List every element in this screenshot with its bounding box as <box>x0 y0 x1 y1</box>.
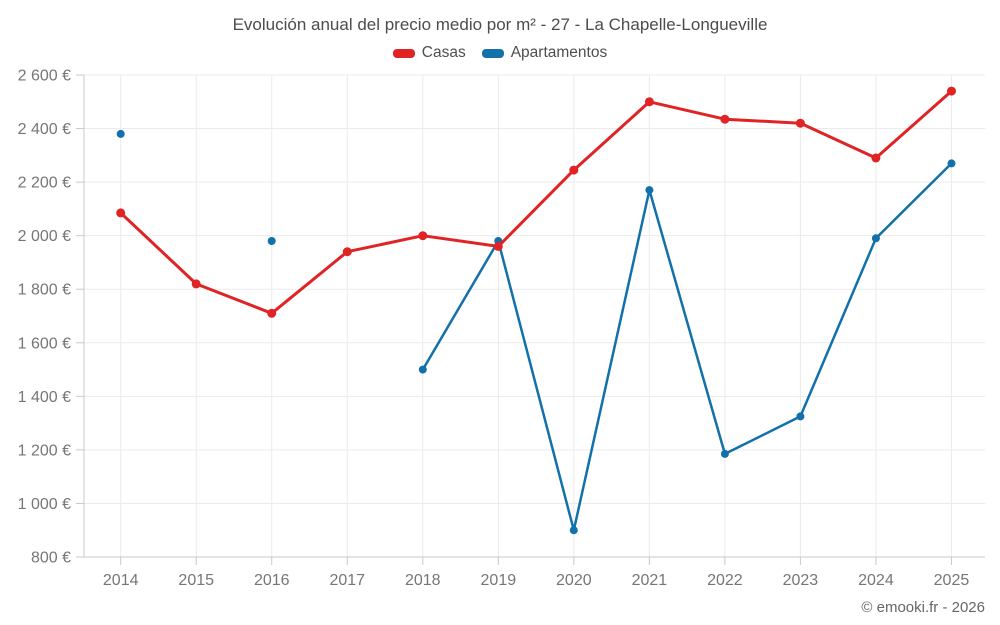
series-apartamentos-point[interactable] <box>418 365 427 374</box>
y-tick-label: 2 200 € <box>18 175 71 192</box>
legend-swatch-apartamentos <box>481 48 504 58</box>
x-tick-label: 2014 <box>103 572 139 589</box>
y-tick-label: 2 600 € <box>18 68 71 85</box>
series-casas-point[interactable] <box>947 86 956 96</box>
series-casas-point[interactable] <box>720 114 730 124</box>
series-apartamentos-point[interactable] <box>947 159 956 168</box>
y-tick-label: 800 € <box>31 550 71 567</box>
legend-item-casas[interactable]: Casas <box>392 44 466 62</box>
series-apartamentos-point[interactable] <box>871 234 880 243</box>
x-tick-label: 2025 <box>934 572 970 589</box>
series-casas-point[interactable] <box>267 308 277 318</box>
series-apartamentos-point[interactable] <box>267 237 276 245</box>
x-tick-label: 2015 <box>178 572 214 589</box>
series-apartamentos-point[interactable] <box>569 526 578 535</box>
x-tick-label: 2019 <box>481 572 517 589</box>
x-tick-label: 2016 <box>254 572 290 589</box>
legend-item-apartamentos[interactable]: Apartamentos <box>481 44 608 62</box>
y-tick-label: 2 400 € <box>18 121 71 138</box>
legend-label-casas: Casas <box>421 44 466 61</box>
series-apartamentos-point[interactable] <box>645 186 654 195</box>
series-casas-line <box>119 89 953 315</box>
x-tick-label: 2022 <box>707 572 743 589</box>
y-tick-label: 1 600 € <box>18 335 71 352</box>
legend-swatch-casas <box>392 48 415 58</box>
series-apartamentos-point[interactable] <box>720 449 729 458</box>
series-apartamentos-point[interactable] <box>796 412 805 421</box>
series-casas-point[interactable] <box>493 241 503 251</box>
series-casas-point[interactable] <box>418 231 428 241</box>
y-tick-label: 1 400 € <box>18 389 71 406</box>
series-casas-point[interactable] <box>191 279 201 289</box>
legend: Casas Apartamentos <box>0 44 1000 62</box>
series-casas-point[interactable] <box>342 247 352 257</box>
series-casas-point[interactable] <box>795 118 805 128</box>
y-tick-label: 2 000 € <box>18 228 71 245</box>
x-tick-label: 2021 <box>632 572 668 589</box>
series-casas-point[interactable] <box>871 153 881 163</box>
chart-title: Evolución anual del precio medio por m² … <box>232 15 768 34</box>
series-casas-point[interactable] <box>644 97 654 107</box>
legend-label-apartamentos: Apartamentos <box>510 44 608 61</box>
x-tick-label: 2018 <box>405 572 441 589</box>
series-apartamentos-point[interactable] <box>116 129 125 138</box>
y-tick-label: 1 200 € <box>18 442 71 459</box>
x-tick-label: 2024 <box>858 572 894 589</box>
credit-text: © emooki.fr - 2026 <box>861 599 985 616</box>
x-tick-label: 2020 <box>556 572 592 589</box>
x-tick-label: 2023 <box>783 572 819 589</box>
x-tick-label: 2017 <box>329 572 365 589</box>
series-apartamentos-line <box>421 162 953 532</box>
series-casas-point[interactable] <box>116 208 126 218</box>
y-tick-label: 1 000 € <box>18 496 71 513</box>
series-casas-point[interactable] <box>569 165 579 175</box>
y-tick-label: 1 800 € <box>18 282 71 299</box>
